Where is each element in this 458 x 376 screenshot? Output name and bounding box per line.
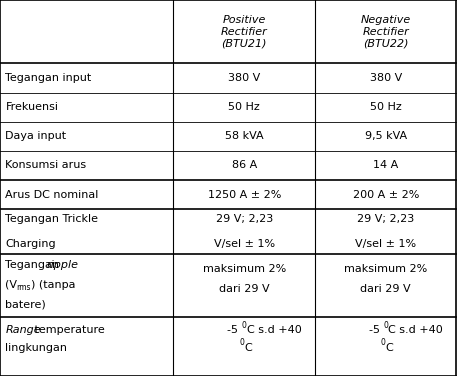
Text: ) (tanpa: ) (tanpa xyxy=(31,280,75,290)
Text: 200 A ± 2%: 200 A ± 2% xyxy=(353,190,419,200)
Text: 50 Hz: 50 Hz xyxy=(370,102,402,112)
Text: Konsumsi arus: Konsumsi arus xyxy=(5,161,87,170)
Text: 0: 0 xyxy=(383,321,388,330)
Text: Tegangan: Tegangan xyxy=(5,260,63,270)
Text: -5: -5 xyxy=(228,325,242,335)
Text: 29 V; 2,23: 29 V; 2,23 xyxy=(216,214,273,224)
Text: C s.d +40: C s.d +40 xyxy=(388,325,443,335)
Text: 380 V: 380 V xyxy=(228,73,260,83)
Text: Arus DC nominal: Arus DC nominal xyxy=(5,190,99,200)
Text: Range: Range xyxy=(5,325,41,335)
Text: Frekuensi: Frekuensi xyxy=(5,102,59,112)
Text: temperature: temperature xyxy=(31,325,104,335)
Text: maksimum 2%: maksimum 2% xyxy=(344,264,427,274)
Text: 1250 A ± 2%: 1250 A ± 2% xyxy=(207,190,281,200)
Text: ripple: ripple xyxy=(47,260,79,270)
Text: Tegangan input: Tegangan input xyxy=(5,73,92,83)
Text: 86 A: 86 A xyxy=(232,161,257,170)
Text: C: C xyxy=(386,343,393,353)
Text: 0: 0 xyxy=(381,338,386,347)
Text: Positive
Rectifier
(BTU21): Positive Rectifier (BTU21) xyxy=(221,15,267,49)
Text: Tegangan Trickle: Tegangan Trickle xyxy=(5,214,98,224)
Text: C: C xyxy=(244,343,252,353)
Text: -5: -5 xyxy=(369,325,383,335)
Text: Charging: Charging xyxy=(5,239,56,249)
Text: 58 kVA: 58 kVA xyxy=(225,131,263,141)
Text: 14 A: 14 A xyxy=(373,161,398,170)
Text: V/sel ± 1%: V/sel ± 1% xyxy=(355,239,416,249)
Text: dari 29 V: dari 29 V xyxy=(360,284,411,294)
Text: (V: (V xyxy=(5,280,17,290)
Text: Daya input: Daya input xyxy=(5,131,66,141)
Text: 50 Hz: 50 Hz xyxy=(229,102,260,112)
Text: maksimum 2%: maksimum 2% xyxy=(202,264,286,274)
Text: rms: rms xyxy=(16,284,31,293)
Text: Negative
Rectifier
(BTU22): Negative Rectifier (BTU22) xyxy=(360,15,411,49)
Text: 380 V: 380 V xyxy=(370,73,402,83)
Text: V/sel ± 1%: V/sel ± 1% xyxy=(214,239,275,249)
Text: dari 29 V: dari 29 V xyxy=(219,284,270,294)
Text: lingkungan: lingkungan xyxy=(5,343,67,353)
Text: 9,5 kVA: 9,5 kVA xyxy=(365,131,407,141)
Text: C s.d +40: C s.d +40 xyxy=(246,325,301,335)
Text: 0: 0 xyxy=(242,321,247,330)
Text: batere): batere) xyxy=(5,300,46,309)
Text: 29 V; 2,23: 29 V; 2,23 xyxy=(357,214,414,224)
Text: 0: 0 xyxy=(240,338,244,347)
